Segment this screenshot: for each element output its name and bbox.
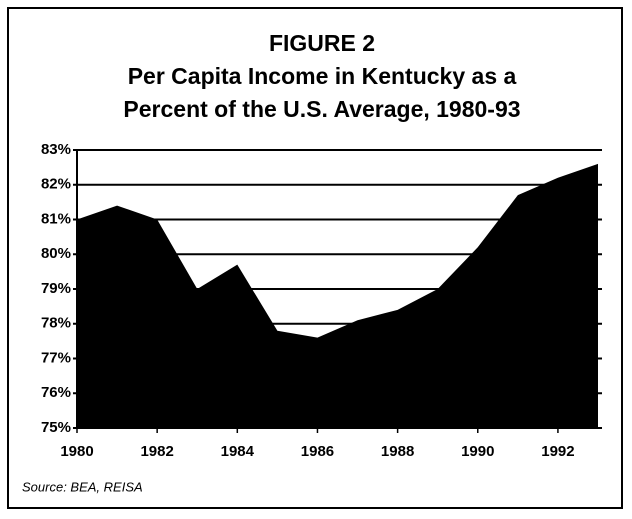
x-tick-label: 1980 — [60, 443, 93, 460]
y-tick-label: 77% — [41, 349, 71, 366]
y-tick-label: 80% — [41, 245, 71, 262]
x-tick-label: 1986 — [301, 443, 334, 460]
y-tick-label: 76% — [41, 384, 71, 401]
x-tick-label: 1992 — [541, 443, 574, 460]
y-tick-label: 83% — [41, 141, 71, 158]
y-tick-label: 82% — [41, 176, 71, 193]
x-tick-label: 1990 — [461, 443, 494, 460]
chart-title: Per Capita Income in Kentucky as a — [128, 63, 517, 89]
x-tick-label: 1988 — [381, 443, 414, 460]
y-tick-label: 79% — [41, 280, 71, 297]
frame — [7, 7, 623, 509]
chart-title: FIGURE 2 — [269, 30, 375, 56]
y-tick-label: 78% — [41, 315, 71, 332]
y-tick-label: 75% — [41, 419, 71, 436]
source: Source: BEA, REISA — [22, 479, 143, 494]
x-tick-label: 1982 — [140, 443, 173, 460]
area — [77, 163, 598, 428]
chart-title: Percent of the U.S. Average, 1980-93 — [123, 96, 520, 122]
x-tick-label: 1984 — [221, 443, 255, 460]
y-tick-label: 81% — [41, 210, 71, 227]
